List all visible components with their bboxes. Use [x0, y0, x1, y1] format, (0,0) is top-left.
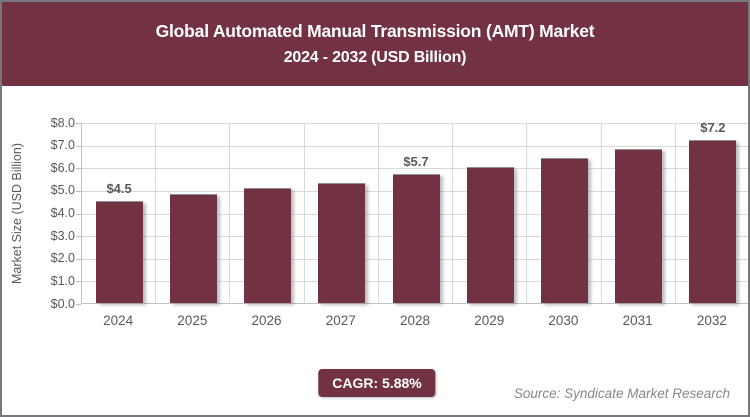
y-tick-label: $8.0	[50, 115, 75, 130]
bar-2031	[615, 149, 663, 303]
y-tick-label: $1.0	[50, 273, 75, 288]
x-axis-label-2026: 2026	[251, 313, 282, 328]
bar-2027	[318, 183, 366, 303]
vertical-gridline	[303, 123, 305, 303]
y-tick-label: $2.0	[50, 251, 75, 266]
y-tick-mark	[76, 281, 81, 283]
chart-title-line1: Global Automated Manual Transmission (AM…	[155, 21, 595, 41]
bar-2024	[95, 201, 143, 303]
bar-2029	[466, 167, 514, 303]
x-axis-label-2027: 2027	[325, 313, 356, 328]
x-axis-label-2029: 2029	[474, 313, 505, 328]
bar-value-label: $4.5	[106, 181, 132, 197]
bar-2025	[169, 194, 217, 303]
y-tick-mark	[76, 190, 81, 192]
horizontal-gridline	[82, 168, 748, 170]
y-tick-mark	[76, 236, 81, 238]
vertical-gridline	[229, 123, 231, 303]
cagr-badge: CAGR: 5.88%	[318, 369, 436, 397]
x-axis-label-2024: 2024	[103, 313, 134, 328]
horizontal-gridline	[82, 145, 748, 147]
bar-2026	[244, 187, 292, 303]
bar-2030	[540, 158, 588, 303]
x-axis-label-2032: 2032	[696, 313, 727, 328]
y-tick-label: $3.0	[50, 228, 75, 243]
vertical-gridline	[526, 123, 528, 303]
y-tick-mark	[76, 145, 81, 147]
y-tick-label: $0.0	[50, 296, 75, 311]
bar-2028	[392, 174, 440, 303]
plot-area: $4.5 $5.7 $7.2	[81, 120, 748, 304]
y-tick-mark	[76, 123, 81, 124]
horizontal-gridline	[82, 123, 748, 124]
y-tick-mark	[76, 304, 81, 305]
x-axis-label-2025: 2025	[177, 313, 208, 328]
y-tick-mark	[76, 213, 81, 215]
x-axis-label-2028: 2028	[399, 313, 430, 328]
bar-value-label: $7.2	[700, 120, 726, 136]
vertical-gridline	[452, 123, 454, 303]
y-tick-label: $5.0	[50, 183, 75, 198]
y-tick-label: $6.0	[50, 160, 75, 175]
chart-title-banner: Global Automated Manual Transmission (AM…	[2, 2, 748, 86]
source-credit: Source: Syndicate Market Research	[513, 386, 730, 401]
y-tick-mark	[76, 258, 81, 260]
vertical-gridline	[155, 123, 157, 303]
y-tick-label: $4.0	[50, 206, 75, 220]
vertical-gridline	[674, 123, 676, 303]
vertical-gridline	[600, 123, 602, 303]
y-tick-mark	[76, 168, 81, 170]
y-tick-label: $7.0	[50, 138, 75, 153]
chart-title-line2: 2024 - 2032 (USD Billion)	[283, 49, 467, 66]
vertical-gridline	[377, 123, 379, 303]
bar-2032	[689, 140, 737, 303]
x-axis-label-2030: 2030	[548, 313, 579, 328]
x-axis-label-2031: 2031	[622, 313, 653, 328]
bar-value-label: $5.7	[403, 154, 429, 170]
